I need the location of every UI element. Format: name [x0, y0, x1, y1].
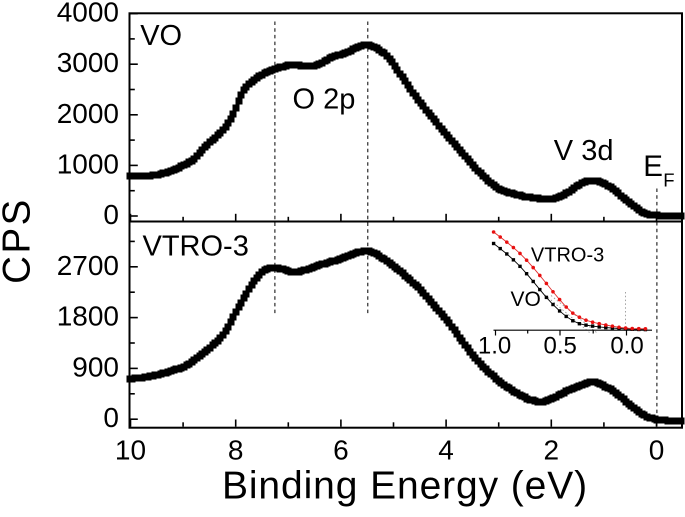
svg-text:1800: 1800: [57, 301, 119, 332]
svg-text:F: F: [663, 170, 674, 191]
svg-text:O 2p: O 2p: [293, 83, 356, 115]
svg-text:4000: 4000: [57, 0, 119, 28]
svg-text:1000: 1000: [57, 148, 119, 179]
svg-text:VTRO-3: VTRO-3: [531, 245, 604, 267]
svg-text:CPS: CPS: [0, 197, 39, 284]
svg-text:0: 0: [103, 199, 119, 230]
svg-text:2: 2: [544, 435, 560, 466]
svg-text:VTRO-3: VTRO-3: [143, 231, 249, 263]
svg-text:V 3d: V 3d: [554, 135, 614, 167]
svg-text:0: 0: [103, 402, 119, 433]
svg-text:0.5: 0.5: [544, 333, 577, 360]
svg-text:6: 6: [333, 435, 349, 466]
svg-text:0.0: 0.0: [610, 333, 643, 360]
svg-text:2000: 2000: [57, 98, 119, 129]
svg-text:1.0: 1.0: [478, 333, 511, 360]
svg-text:10: 10: [115, 435, 146, 466]
svg-text:VO: VO: [511, 288, 541, 311]
svg-text:0: 0: [649, 435, 665, 466]
svg-text:E: E: [643, 150, 663, 183]
svg-text:900: 900: [72, 351, 119, 382]
svg-text:4: 4: [438, 435, 454, 466]
svg-text:VO: VO: [140, 20, 182, 52]
svg-text:2700: 2700: [57, 250, 119, 281]
svg-text:3000: 3000: [57, 47, 119, 78]
svg-text:8: 8: [228, 435, 244, 466]
svg-text:Binding Energy (eV): Binding Energy (eV): [222, 465, 588, 508]
